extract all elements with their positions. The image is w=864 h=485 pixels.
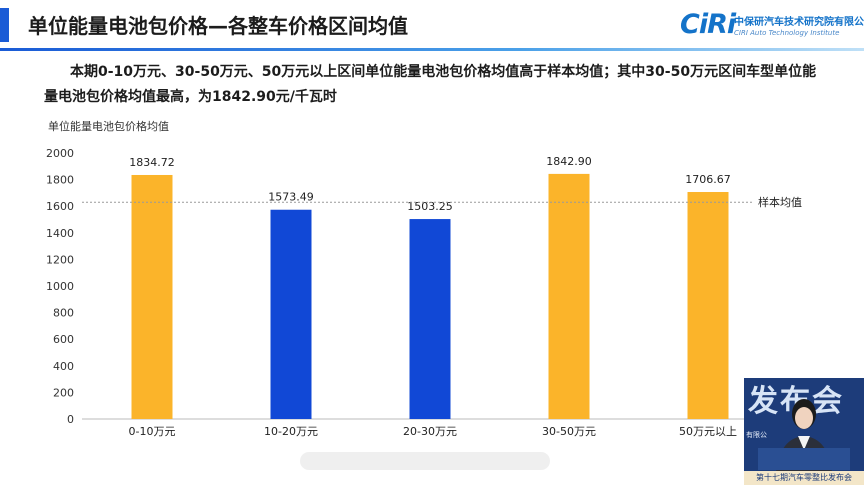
inset-side-text: 有限公 <box>746 431 767 439</box>
bar-value-label: 1706.67 <box>685 173 731 186</box>
y-axis-label: 单位能量电池包价格均值 <box>48 119 169 133</box>
y-tick-label: 1000 <box>46 280 74 293</box>
bar-value-label: 1842.90 <box>546 155 592 168</box>
x-tick-label: 0-10万元 <box>129 425 176 438</box>
ciri-logo: CiRi 中保研汽车技术研究院有限公司 CIRI Auto Technology… <box>680 9 864 43</box>
sample-average-label: 样本均值 <box>758 195 802 209</box>
y-tick-label: 1200 <box>46 253 74 266</box>
y-tick-label: 800 <box>53 307 74 320</box>
bar <box>548 173 590 419</box>
x-tick-label: 30-50万元 <box>542 425 596 438</box>
x-tick-label: 50万元以上 <box>679 425 737 438</box>
logo-mark: CiRi <box>680 9 736 40</box>
bar <box>270 209 312 419</box>
logo-company-name: 中保研汽车技术研究院有限公司 <box>734 17 864 28</box>
y-tick-label: 0 <box>67 413 74 426</box>
bar-value-label: 1503.25 <box>407 200 453 213</box>
accent-stripe <box>0 8 9 42</box>
bar <box>687 192 729 419</box>
header-rule <box>0 48 864 51</box>
inset-caption: 第十七期汽车零整比发布会 <box>744 471 864 485</box>
bar-value-label: 1834.72 <box>129 156 175 169</box>
presenter-video-inset: 发布会 有限公 第十七期汽车零整比发布会 <box>744 378 864 485</box>
x-tick-label: 20-30万元 <box>403 425 457 438</box>
y-tick-label: 200 <box>53 386 74 399</box>
bar-value-label: 1573.49 <box>268 191 314 204</box>
y-tick-label: 400 <box>53 360 74 373</box>
summary-text: 本期0-10万元、30-50万元、50万元以上区间单位能量电池包价格均值高于样本… <box>44 64 817 105</box>
y-tick-label: 1800 <box>46 174 74 187</box>
bar-chart: 单位能量电池包价格均值 0 200 400 600 800 1000 1200 1400 1600… <box>46 119 802 438</box>
bar <box>131 174 173 419</box>
x-tick-label: 10-20万元 <box>264 425 318 438</box>
y-tick-label: 1400 <box>46 227 74 240</box>
header-bar: 单位能量电池包价格—各整车价格区间均值 CiRi 中保研汽车技术研究院有限公司 … <box>0 0 864 51</box>
watermark <box>300 452 550 470</box>
slide-title: 单位能量电池包价格—各整车价格区间均值 <box>28 14 408 38</box>
y-tick-label: 2000 <box>46 147 74 160</box>
logo-subtitle: CIRI Auto Technology Institute <box>734 29 840 37</box>
y-tick-label: 600 <box>53 333 74 346</box>
bar <box>409 219 451 419</box>
y-tick-label: 1600 <box>46 200 74 213</box>
podium <box>758 448 850 470</box>
